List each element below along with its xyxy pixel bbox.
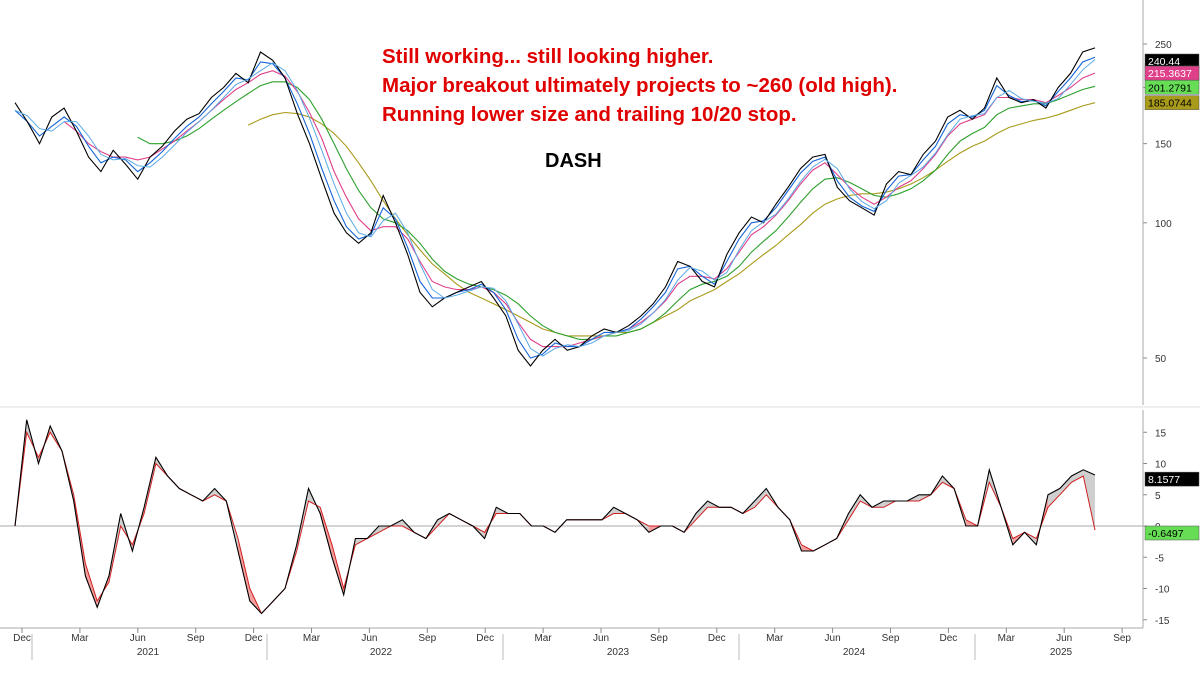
oscillator-main-line (14, 419, 1096, 615)
x-year-label: 2022 (370, 647, 393, 658)
x-tick-label: Mar (303, 633, 321, 644)
ma-slow-line (137, 81, 1096, 340)
badge-price-text: 240.44 (1148, 56, 1180, 68)
oscillator-fill (1048, 488, 1060, 508)
x-tick-label: Jun (361, 633, 377, 644)
x-tick-label: Jun (593, 633, 609, 644)
x-tick-label: Sep (1113, 633, 1131, 644)
x-tick-label: Dec (940, 633, 958, 644)
badge-osc-signal-text: -0.6497 (1148, 528, 1184, 540)
lower-y-tick-label: -15 (1155, 616, 1170, 627)
lower-y-tick-label: 15 (1155, 428, 1167, 439)
x-tick-label: Dec (708, 633, 726, 644)
oscillator-series (14, 419, 1096, 615)
ma-mid-line (63, 70, 1096, 348)
x-year-label: 2023 (607, 647, 630, 658)
badge-ma-mid-text: 215.3637 (1148, 68, 1192, 80)
lower-y-tick-label: 5 (1155, 491, 1161, 502)
badge-ma-mid: 215.3637 (1144, 65, 1200, 81)
badge-osc-box (1144, 471, 1200, 487)
x-tick-label: Dec (476, 633, 494, 644)
badge-ma-slow-text: 201.2791 (1148, 82, 1192, 94)
oscillator-fill (1071, 469, 1084, 483)
oscillator-fill (695, 501, 708, 520)
oscillator-signal-line (14, 430, 1096, 615)
badge-osc-signal: -0.6497 (1144, 525, 1200, 541)
axes: Dec Mar Jun Sep Dec Mar Jun Sep Dec Mar Jun Sep Dec M… (0, 0, 1200, 660)
x-tick-label: Jun (1056, 633, 1072, 644)
upper-y-tick-label: 50 (1155, 354, 1167, 365)
upper-y-tick-label: 250 (1155, 40, 1172, 51)
x-year-label: 2024 (843, 647, 866, 658)
annotation-line-3: Running lower size and trailing 10/20 st… (382, 103, 797, 126)
x-tick-label: Mar (534, 633, 552, 644)
upper-panel-series (14, 47, 1096, 367)
badge-price: 240.44 (1144, 53, 1200, 69)
price-line (14, 47, 1096, 367)
x-tick-label: Jun (825, 633, 841, 644)
annotation-line-2: Major breakout ultimately projects to ~2… (382, 74, 898, 97)
badge-ma-long-text: 185.0744 (1148, 98, 1192, 110)
badge-ma-slow: 201.2791 (1144, 80, 1200, 95)
annotation-line-1: Still working... still looking higher. (382, 45, 714, 68)
annotation-box: Still working... still looking higher. M… (382, 42, 897, 129)
badge-ma-long: 185.0744 (1144, 95, 1200, 110)
x-tick-label: Sep (650, 633, 668, 644)
x-tick-label: Mar (71, 633, 89, 644)
badge-ma-slow-box (1144, 80, 1200, 95)
lower-y-tick-label: 10 (1155, 460, 1167, 471)
x-tick-label: Sep (187, 633, 205, 644)
x-tick-label: Mar (998, 633, 1016, 644)
badge-osc-text: 8.1577 (1148, 474, 1180, 486)
ticker-label: DASH (545, 150, 602, 172)
badge-ma-long-box (1144, 95, 1200, 110)
x-year-label: 2021 (137, 647, 160, 658)
x-tick-label: Sep (882, 633, 900, 644)
lower-y-tick-label: -10 (1155, 585, 1170, 596)
x-tick-label: Jun (130, 633, 146, 644)
x-year-label: 2025 (1050, 647, 1073, 658)
upper-y-tick-label: 150 (1155, 140, 1172, 151)
oscillator-fill (848, 494, 861, 520)
oscillator-fill (238, 538, 250, 601)
lower-y-tick-label: -5 (1155, 553, 1164, 564)
x-tick-label: Sep (418, 633, 436, 644)
badge-osc: 8.1577 (1144, 471, 1200, 487)
ma-fast-line (14, 56, 1096, 359)
x-tick-label: Dec (13, 633, 31, 644)
x-tick-label: Dec (245, 633, 263, 644)
upper-y-tick-label: 100 (1155, 219, 1172, 230)
ma-fast2-line (14, 59, 1096, 357)
lower-panel-grid: -15-10-5051015 (0, 428, 1170, 627)
badge-osc-signal-box (1144, 525, 1200, 541)
oscillator-fill (1059, 476, 1072, 495)
x-tick-label: Mar (766, 633, 784, 644)
oscillator-fill (754, 488, 767, 508)
value-badges: 240.44233.7027215.3637201.2791185.07448.… (1144, 53, 1200, 541)
